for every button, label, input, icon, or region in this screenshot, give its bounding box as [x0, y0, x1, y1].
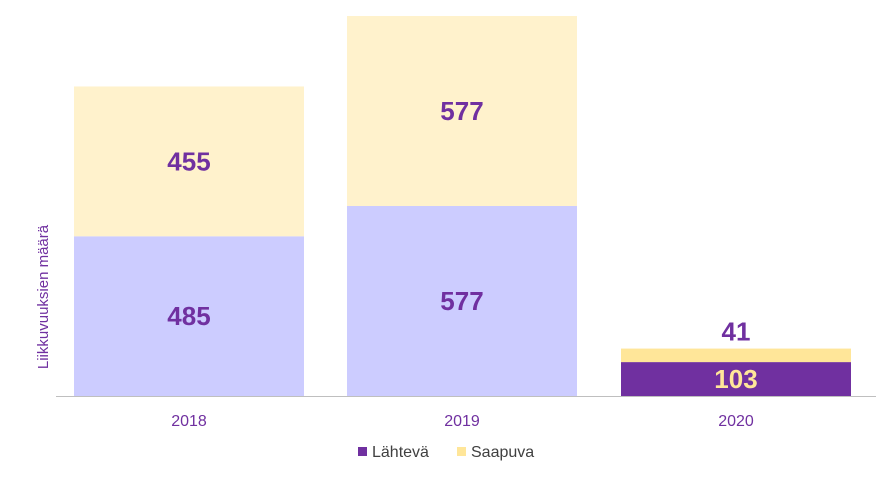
legend-swatch-lahteva: [358, 447, 367, 456]
bar-2018-saapuva: [74, 86, 304, 237]
x-tick-labels: 2018 2019 2020: [171, 413, 754, 430]
x-tick-label-2020: 2020: [718, 413, 754, 430]
value-labels-layer: 485 455 577 577 103 41: [167, 96, 757, 394]
legend-label-saapuva: Saapuva: [471, 444, 534, 461]
bar-2020-lahteva: [621, 362, 851, 396]
value-label-2019-lahteva: 577: [440, 286, 483, 316]
value-label-2018-lahteva: 485: [167, 301, 210, 331]
bars-layer: [74, 16, 851, 396]
x-tick-label-2019: 2019: [444, 413, 480, 430]
value-label-2020-lahteva: 103: [714, 364, 757, 394]
value-label-2018-saapuva: 455: [167, 146, 210, 176]
y-axis-label: Liikkuvuuksien määrä: [35, 224, 52, 369]
legend-label-lahteva: Lähtevä: [372, 444, 429, 461]
bar-2019-saapuva: [347, 16, 577, 206]
value-label-2019-saapuva: 577: [440, 96, 483, 126]
x-tick-label-2018: 2018: [171, 413, 207, 430]
legend-swatch-saapuva: [457, 447, 466, 456]
bar-2019-lahteva: [347, 206, 577, 396]
value-label-2020-saapuva: 41: [722, 317, 751, 347]
bar-2020-saapuva: [621, 348, 851, 363]
legend: Lähtevä Saapuva: [358, 444, 534, 461]
bar-2018-lahteva: [74, 236, 304, 396]
